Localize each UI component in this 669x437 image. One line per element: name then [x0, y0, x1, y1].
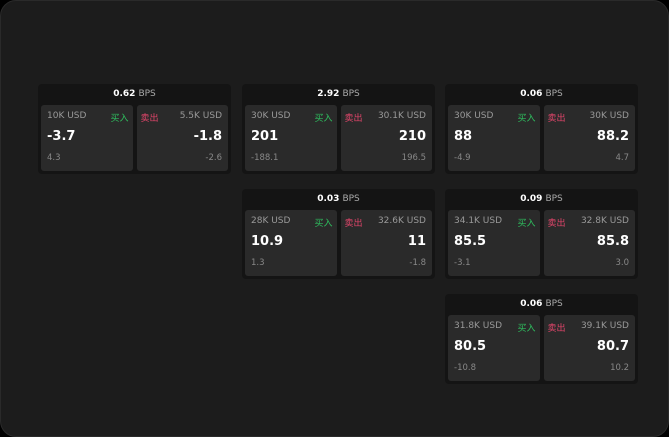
sell-panel[interactable]: 卖出 39.1K USD 80.7 10.2 — [543, 315, 635, 381]
buy-panel[interactable]: 34.1K USD 买入 85.5 -3.1 — [448, 210, 540, 276]
sell-panel[interactable]: 卖出 32.6K USD 11 -1.8 — [340, 210, 432, 276]
ask-size: 32.6K USD — [377, 216, 426, 226]
buy-panel[interactable]: 30K USD 买入 201 -188.1 — [245, 105, 337, 171]
ask-price: 80.7 — [596, 339, 629, 354]
bid-sub-value: 4.3 — [47, 153, 61, 163]
spread-value: 0.03 — [317, 194, 340, 204]
bid-size: 31.8K USD — [454, 321, 503, 331]
spread-header: 0.06 BPS — [445, 294, 638, 315]
ask-sub-value: -1.8 — [409, 258, 426, 268]
ask-size: 32.8K USD — [580, 216, 629, 226]
spread-header: 2.92 BPS — [242, 84, 435, 105]
spread-unit: BPS — [545, 299, 563, 309]
spread-value: 0.06 — [520, 299, 543, 309]
buy-panel[interactable]: 30K USD 买入 88 -4.9 — [448, 105, 540, 171]
bid-size: 28K USD — [251, 216, 291, 226]
quote-card: 0.06 BPS 31.8K USD 买入 80.5 -10.8 卖出 39.1K… — [445, 294, 638, 384]
bid-sub-value: -188.1 — [251, 153, 279, 163]
sell-label: 卖出 — [547, 324, 566, 334]
buy-label: 买入 — [314, 114, 333, 124]
bid-price: -3.7 — [47, 129, 76, 144]
bid-size: 30K USD — [251, 111, 291, 121]
spread-value: 2.92 — [317, 89, 340, 99]
ask-size: 39.1K USD — [580, 321, 629, 331]
ask-price: 11 — [407, 234, 426, 249]
sell-panel[interactable]: 卖出 5.5K USD -1.8 -2.6 — [136, 105, 228, 171]
spread-header: 0.03 BPS — [242, 189, 435, 210]
spread-unit: BPS — [545, 89, 563, 99]
ask-size: 30.1K USD — [377, 111, 426, 121]
spread-header: 0.06 BPS — [445, 84, 638, 105]
ask-price: 88.2 — [596, 129, 629, 144]
spread-header: 0.09 BPS — [445, 189, 638, 210]
ask-sub-value: 4.7 — [615, 153, 629, 163]
bid-sub-value: -4.9 — [454, 153, 471, 163]
buy-panel[interactable]: 28K USD 买入 10.9 1.3 — [245, 210, 337, 276]
quote-card: 2.92 BPS 30K USD 买入 201 -188.1 卖出 30.1K U… — [242, 84, 435, 174]
quote-card: 0.03 BPS 28K USD 买入 10.9 1.3 卖出 32.6K USD… — [242, 189, 435, 279]
sell-label: 卖出 — [140, 114, 159, 124]
sell-label: 卖出 — [344, 219, 363, 229]
buy-label: 买入 — [517, 114, 536, 124]
bid-size: 30K USD — [454, 111, 494, 121]
quote-card: 0.62 BPS 10K USD 买入 -3.7 4.3 卖出 5.5K USD … — [38, 84, 231, 174]
sell-label: 卖出 — [344, 114, 363, 124]
spread-value: 0.09 — [520, 194, 543, 204]
spread-unit: BPS — [342, 89, 360, 99]
bid-size: 10K USD — [47, 111, 87, 121]
ask-sub-value: 3.0 — [615, 258, 629, 268]
ask-price: 210 — [398, 129, 426, 144]
buy-label: 买入 — [517, 324, 536, 334]
ask-sub-value: 10.2 — [610, 363, 629, 373]
ask-sub-value: -2.6 — [205, 153, 222, 163]
bid-sub-value: 1.3 — [251, 258, 265, 268]
bid-price: 201 — [251, 129, 279, 144]
bid-price: 10.9 — [251, 234, 284, 249]
quote-card: 0.09 BPS 34.1K USD 买入 85.5 -3.1 卖出 32.8K … — [445, 189, 638, 279]
ask-sub-value: 196.5 — [401, 153, 426, 163]
spread-unit: BPS — [545, 194, 563, 204]
buy-label: 买入 — [517, 219, 536, 229]
quote-card: 0.06 BPS 30K USD 买入 88 -4.9 卖出 30K USD 88… — [445, 84, 638, 174]
buy-panel[interactable]: 10K USD 买入 -3.7 4.3 — [41, 105, 133, 171]
spread-value: 0.06 — [520, 89, 543, 99]
sell-label: 卖出 — [547, 219, 566, 229]
buy-label: 买入 — [314, 219, 333, 229]
sell-label: 卖出 — [547, 114, 566, 124]
bid-price: 88 — [454, 129, 473, 144]
buy-panel[interactable]: 31.8K USD 买入 80.5 -10.8 — [448, 315, 540, 381]
sell-panel[interactable]: 卖出 30K USD 88.2 4.7 — [543, 105, 635, 171]
sell-panel[interactable]: 卖出 32.8K USD 85.8 3.0 — [543, 210, 635, 276]
bid-sub-value: -10.8 — [454, 363, 476, 373]
ask-size: 5.5K USD — [179, 111, 222, 121]
ask-price: -1.8 — [193, 129, 222, 144]
bid-size: 34.1K USD — [454, 216, 503, 226]
spread-unit: BPS — [342, 194, 360, 204]
buy-label: 买入 — [110, 114, 129, 124]
ask-price: 85.8 — [596, 234, 629, 249]
bid-price: 80.5 — [454, 339, 487, 354]
sell-panel[interactable]: 卖出 30.1K USD 210 196.5 — [340, 105, 432, 171]
spread-header: 0.62 BPS — [38, 84, 231, 105]
spread-unit: BPS — [138, 89, 156, 99]
spread-value: 0.62 — [113, 89, 136, 99]
bid-sub-value: -3.1 — [454, 258, 471, 268]
ask-size: 30K USD — [589, 111, 629, 121]
bid-price: 85.5 — [454, 234, 487, 249]
